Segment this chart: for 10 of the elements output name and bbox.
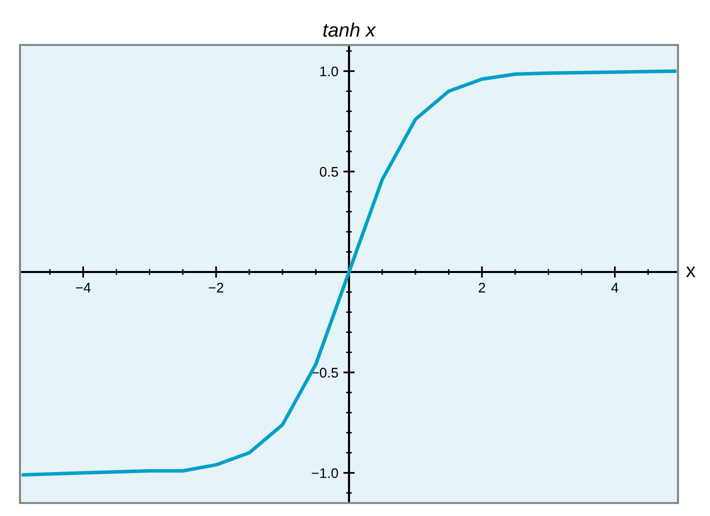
y-tick-label: −0.5 [312, 368, 338, 378]
x-tick-label: −4 [76, 282, 91, 292]
chart-title: tanh x [323, 22, 376, 37]
y-tick-label: 0.5 [320, 166, 338, 177]
y-tick-label: −1.0 [312, 468, 338, 478]
y-tick-label: 1.0 [320, 66, 338, 76]
x-tick-label: 4 [611, 282, 618, 292]
x-tick-label: −2 [208, 282, 224, 292]
x-axis-title: x [686, 266, 696, 278]
x-tick-label: 2 [478, 282, 486, 292]
